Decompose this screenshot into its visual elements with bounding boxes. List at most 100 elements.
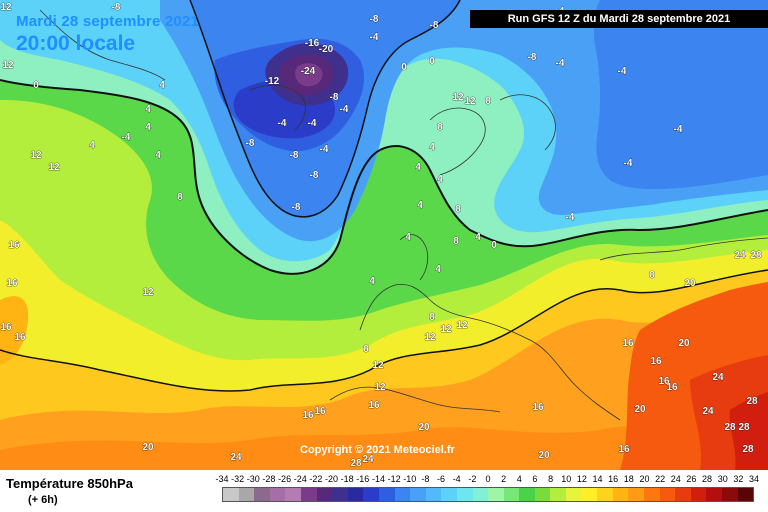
- contour-label: 28: [738, 422, 750, 433]
- contour-label: 12: [48, 162, 60, 173]
- contour-label: -4: [618, 66, 627, 77]
- contour-label: 4: [369, 276, 375, 287]
- run-info: Run GFS 12 Z du Mardi 28 septembre 2021: [470, 10, 768, 28]
- contour-label: 8: [177, 192, 183, 203]
- contour-label: -8: [112, 2, 121, 13]
- contour-label: 8: [453, 236, 459, 247]
- contour-label: 24: [362, 454, 374, 465]
- contour-label: -4: [122, 132, 131, 143]
- contour-label: 0: [401, 62, 407, 73]
- contour-label: 8: [437, 122, 443, 133]
- contour-label: 16: [658, 376, 670, 387]
- lead-time: (+ 6h): [28, 494, 58, 506]
- contour-label: 16: [650, 356, 662, 367]
- legend-swatch: [503, 488, 520, 501]
- contour-label: -4: [278, 118, 287, 129]
- legend-label: -6: [437, 474, 446, 484]
- legend-label: 28: [702, 474, 713, 484]
- contour-label: 4: [417, 200, 423, 211]
- contour-label: 28: [742, 444, 754, 455]
- legend-swatch: [597, 488, 613, 501]
- contour-label: -8: [430, 20, 439, 31]
- contour-label: 8: [455, 204, 461, 215]
- legend-swatch: [238, 488, 255, 501]
- contour-label: 20: [684, 278, 696, 289]
- contour-label: -8: [246, 138, 255, 149]
- legend-label: -16: [356, 474, 370, 484]
- legend-label: 4: [516, 474, 522, 484]
- legend-label: -4: [452, 474, 461, 484]
- legend-swatch: [519, 488, 535, 501]
- contour-label: 12: [142, 287, 154, 298]
- contour-label: 12: [464, 96, 476, 107]
- contour-label: 12: [0, 2, 12, 13]
- contour-label: 28: [746, 396, 758, 407]
- contour-label: 12: [452, 92, 464, 103]
- legend-swatch: [722, 488, 738, 501]
- legend-swatch: [628, 488, 645, 501]
- contour-label: 28: [750, 250, 762, 261]
- contour-label: 0: [429, 56, 435, 67]
- contour-label: 24: [734, 250, 746, 261]
- legend-swatch: [566, 488, 582, 501]
- legend-label: -30: [246, 474, 260, 484]
- legend-label: 6: [532, 474, 538, 484]
- legend-label: -22: [309, 474, 323, 484]
- contour-label: 12: [440, 324, 452, 335]
- contour-label: -4: [566, 212, 575, 223]
- legend-label: 2: [501, 474, 507, 484]
- contour-label: 4: [435, 264, 441, 275]
- temperature-map: 1212121216161616128444440-4-8-8-8-8-8-8-…: [0, 0, 768, 470]
- legend-swatch: [737, 488, 754, 501]
- legend-label: 26: [686, 474, 697, 484]
- legend-swatch: [347, 488, 364, 501]
- footer-bar: Température 850hPa (+ 6h) -34 -32 -30 -28 -2…: [0, 470, 768, 512]
- legend-swatch: [269, 488, 286, 501]
- legend-label: -2: [468, 474, 477, 484]
- contour-label: -12: [265, 76, 280, 87]
- contour-label: 16: [0, 322, 12, 333]
- contour-value-labels: 1212121216161616128444440-4-8-8-8-8-8-8-…: [0, 2, 762, 470]
- legend-swatch: [300, 488, 317, 501]
- contour-label: 16: [622, 338, 634, 349]
- legend-label: -26: [278, 474, 292, 484]
- legend-label: 12: [576, 474, 587, 484]
- legend-label: -34: [215, 474, 229, 484]
- contour-label: -4: [320, 144, 329, 155]
- legend-label: 18: [623, 474, 634, 484]
- legend-swatch: [363, 488, 379, 501]
- legend-bar: [222, 487, 754, 502]
- contour-label: 8: [429, 312, 435, 323]
- legend-swatch: [316, 488, 333, 501]
- color-legend: -34 -32 -30 -28 -26 -24 -22 -20 -18 -16 -14 -12 -10-…: [215, 474, 759, 502]
- contour-label: 24: [712, 372, 724, 383]
- contour-label: 16: [314, 406, 326, 417]
- legend-swatch: [394, 488, 411, 501]
- contour-label: 4: [415, 162, 421, 173]
- contour-label: 12: [456, 320, 468, 331]
- contour-label: -24: [301, 66, 316, 77]
- contour-label: -16: [305, 38, 320, 49]
- contour-label: 16: [14, 332, 26, 343]
- contour-label: 4: [475, 232, 481, 243]
- legend-swatch: [534, 488, 551, 501]
- contour-label: -20: [319, 44, 334, 55]
- legend-label: -12: [387, 474, 401, 484]
- contour-label: 16: [8, 240, 20, 251]
- legend-label: 24: [670, 474, 681, 484]
- legend-swatch: [488, 488, 504, 501]
- legend-label: -10: [403, 474, 417, 484]
- legend-swatch: [612, 488, 629, 501]
- contour-label: 4: [145, 104, 151, 115]
- legend-swatch: [441, 488, 457, 501]
- contour-label: 4: [437, 174, 443, 185]
- contour-label: -8: [310, 170, 319, 181]
- contour-label: 20: [538, 450, 550, 461]
- legend-label: 16: [608, 474, 619, 484]
- legend-swatch: [675, 488, 691, 501]
- legend-swatch: [332, 488, 348, 501]
- legend-swatch: [550, 488, 567, 501]
- legend-swatch: [472, 488, 489, 501]
- contour-label: 4: [429, 142, 435, 153]
- variable-title: Température 850hPa: [6, 476, 133, 491]
